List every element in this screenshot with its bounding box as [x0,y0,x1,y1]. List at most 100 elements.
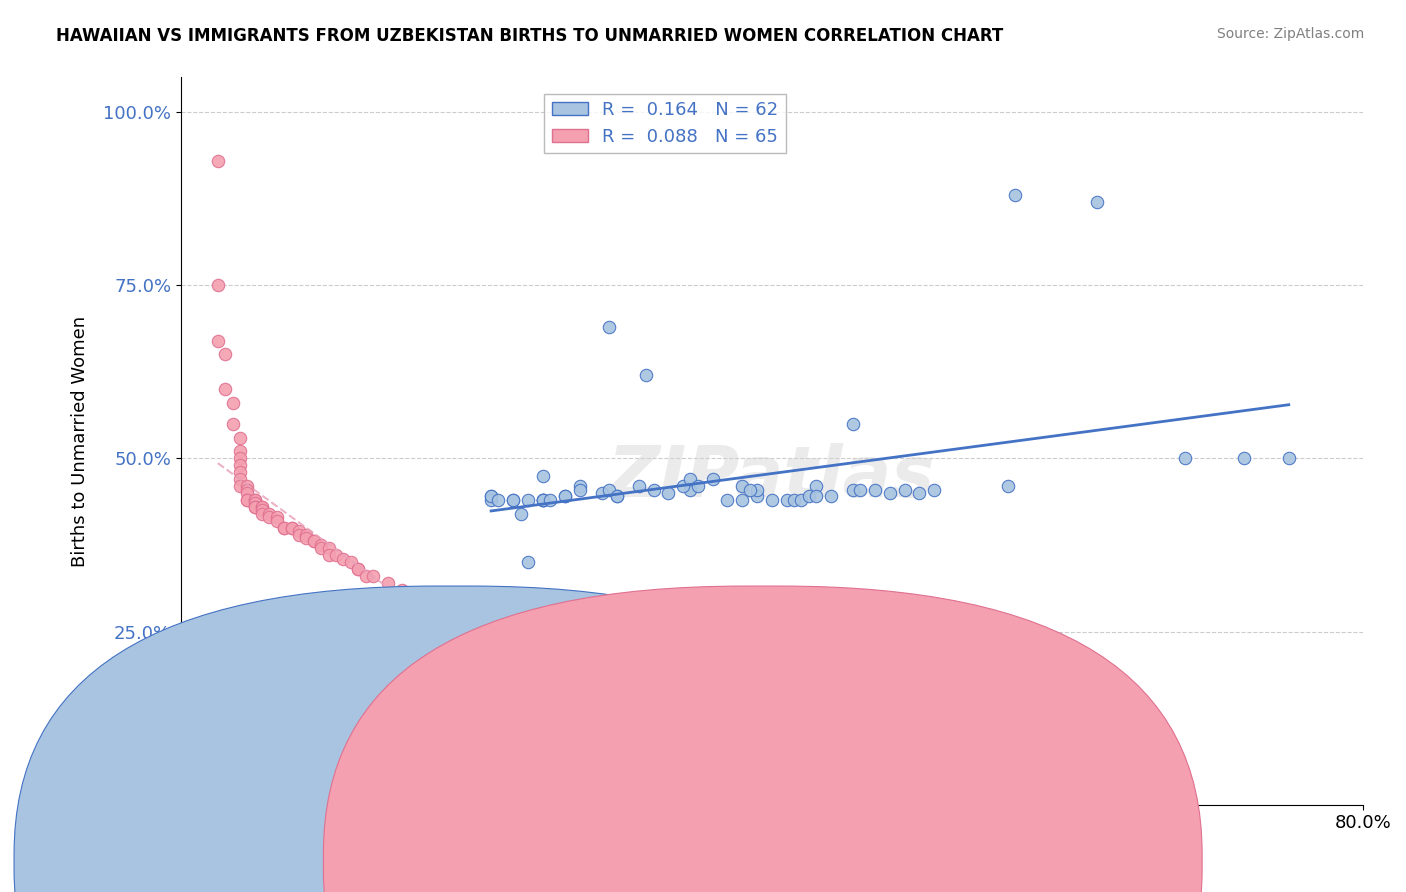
Point [531,468,554,483]
Point [243,492,266,507]
Point [295,531,318,545]
Point [347,562,370,576]
Point [672,479,695,493]
Point [908,486,931,500]
Point [339,555,361,569]
Point [309,541,332,556]
Point [354,569,377,583]
Point [229,479,252,493]
Point [820,490,842,504]
Point [243,500,266,514]
Point [879,486,901,500]
Point [568,479,591,493]
Point [236,492,259,507]
Point [207,728,229,742]
Text: HAWAIIAN VS IMMIGRANTS FROM UZBEKISTAN BIRTHS TO UNMARRIED WOMEN CORRELATION CHA: HAWAIIAN VS IMMIGRANTS FROM UZBEKISTAN B… [56,27,1004,45]
Text: ZIPatlas: ZIPatlas [607,443,935,512]
Point [236,486,259,500]
Point [790,492,813,507]
Point [406,597,429,611]
Point [731,492,754,507]
Point [1174,451,1197,466]
Point [842,417,865,431]
Point [229,458,252,473]
Point [288,524,311,538]
Point [229,451,252,466]
Point [207,278,229,293]
Point [568,483,591,497]
Point [221,417,243,431]
Point [716,492,738,507]
Point [229,472,252,486]
Point [450,617,472,632]
Point [318,549,340,563]
Point [250,507,273,521]
Point [686,479,709,493]
Point [214,347,236,361]
Point [302,534,325,549]
Point [229,694,252,708]
Point [531,492,554,507]
Point [775,492,797,507]
Point [606,490,628,504]
Point [598,483,620,497]
Text: Immigrants from Uzbekistan: Immigrants from Uzbekistan [744,851,1000,869]
Point [517,555,540,569]
Point [502,492,524,507]
Point [1085,195,1108,210]
Point [420,604,443,618]
Point [295,527,318,541]
Point [236,492,259,507]
Point [273,521,295,535]
Point [280,521,302,535]
Point [1233,451,1256,466]
Y-axis label: Births to Unmarried Women: Births to Unmarried Women [72,316,89,566]
Point [922,483,945,497]
Point [243,500,266,514]
Point [636,368,658,383]
Point [606,490,628,504]
Point [702,472,724,486]
Point [731,479,754,493]
Point [229,444,252,458]
Point [797,490,820,504]
Point [509,507,531,521]
Point [259,507,281,521]
Point [325,549,347,563]
Point [745,490,768,504]
Point [804,479,827,493]
Point [229,431,252,445]
Point [554,490,576,504]
Point [207,153,229,168]
Point [236,483,259,497]
Point [207,334,229,348]
Point [488,492,510,507]
Point [309,538,332,552]
Point [266,510,288,524]
Point [280,521,302,535]
Point [531,492,554,507]
Point [479,492,502,507]
Point [236,479,259,493]
Point [243,492,266,507]
Point [214,382,236,396]
Point [893,483,915,497]
Point [761,492,783,507]
Point [517,492,540,507]
Point [377,576,399,591]
Point [502,492,524,507]
Point [643,483,665,497]
Point [627,479,650,493]
Point [243,496,266,510]
Point [863,483,886,497]
Point [679,483,702,497]
Point [538,492,561,507]
Point [318,541,340,556]
Text: Source: ZipAtlas.com: Source: ZipAtlas.com [1216,27,1364,41]
Point [679,472,702,486]
Point [804,490,827,504]
Point [1278,451,1301,466]
Point [332,551,354,566]
Point [554,490,576,504]
Point [214,714,236,729]
